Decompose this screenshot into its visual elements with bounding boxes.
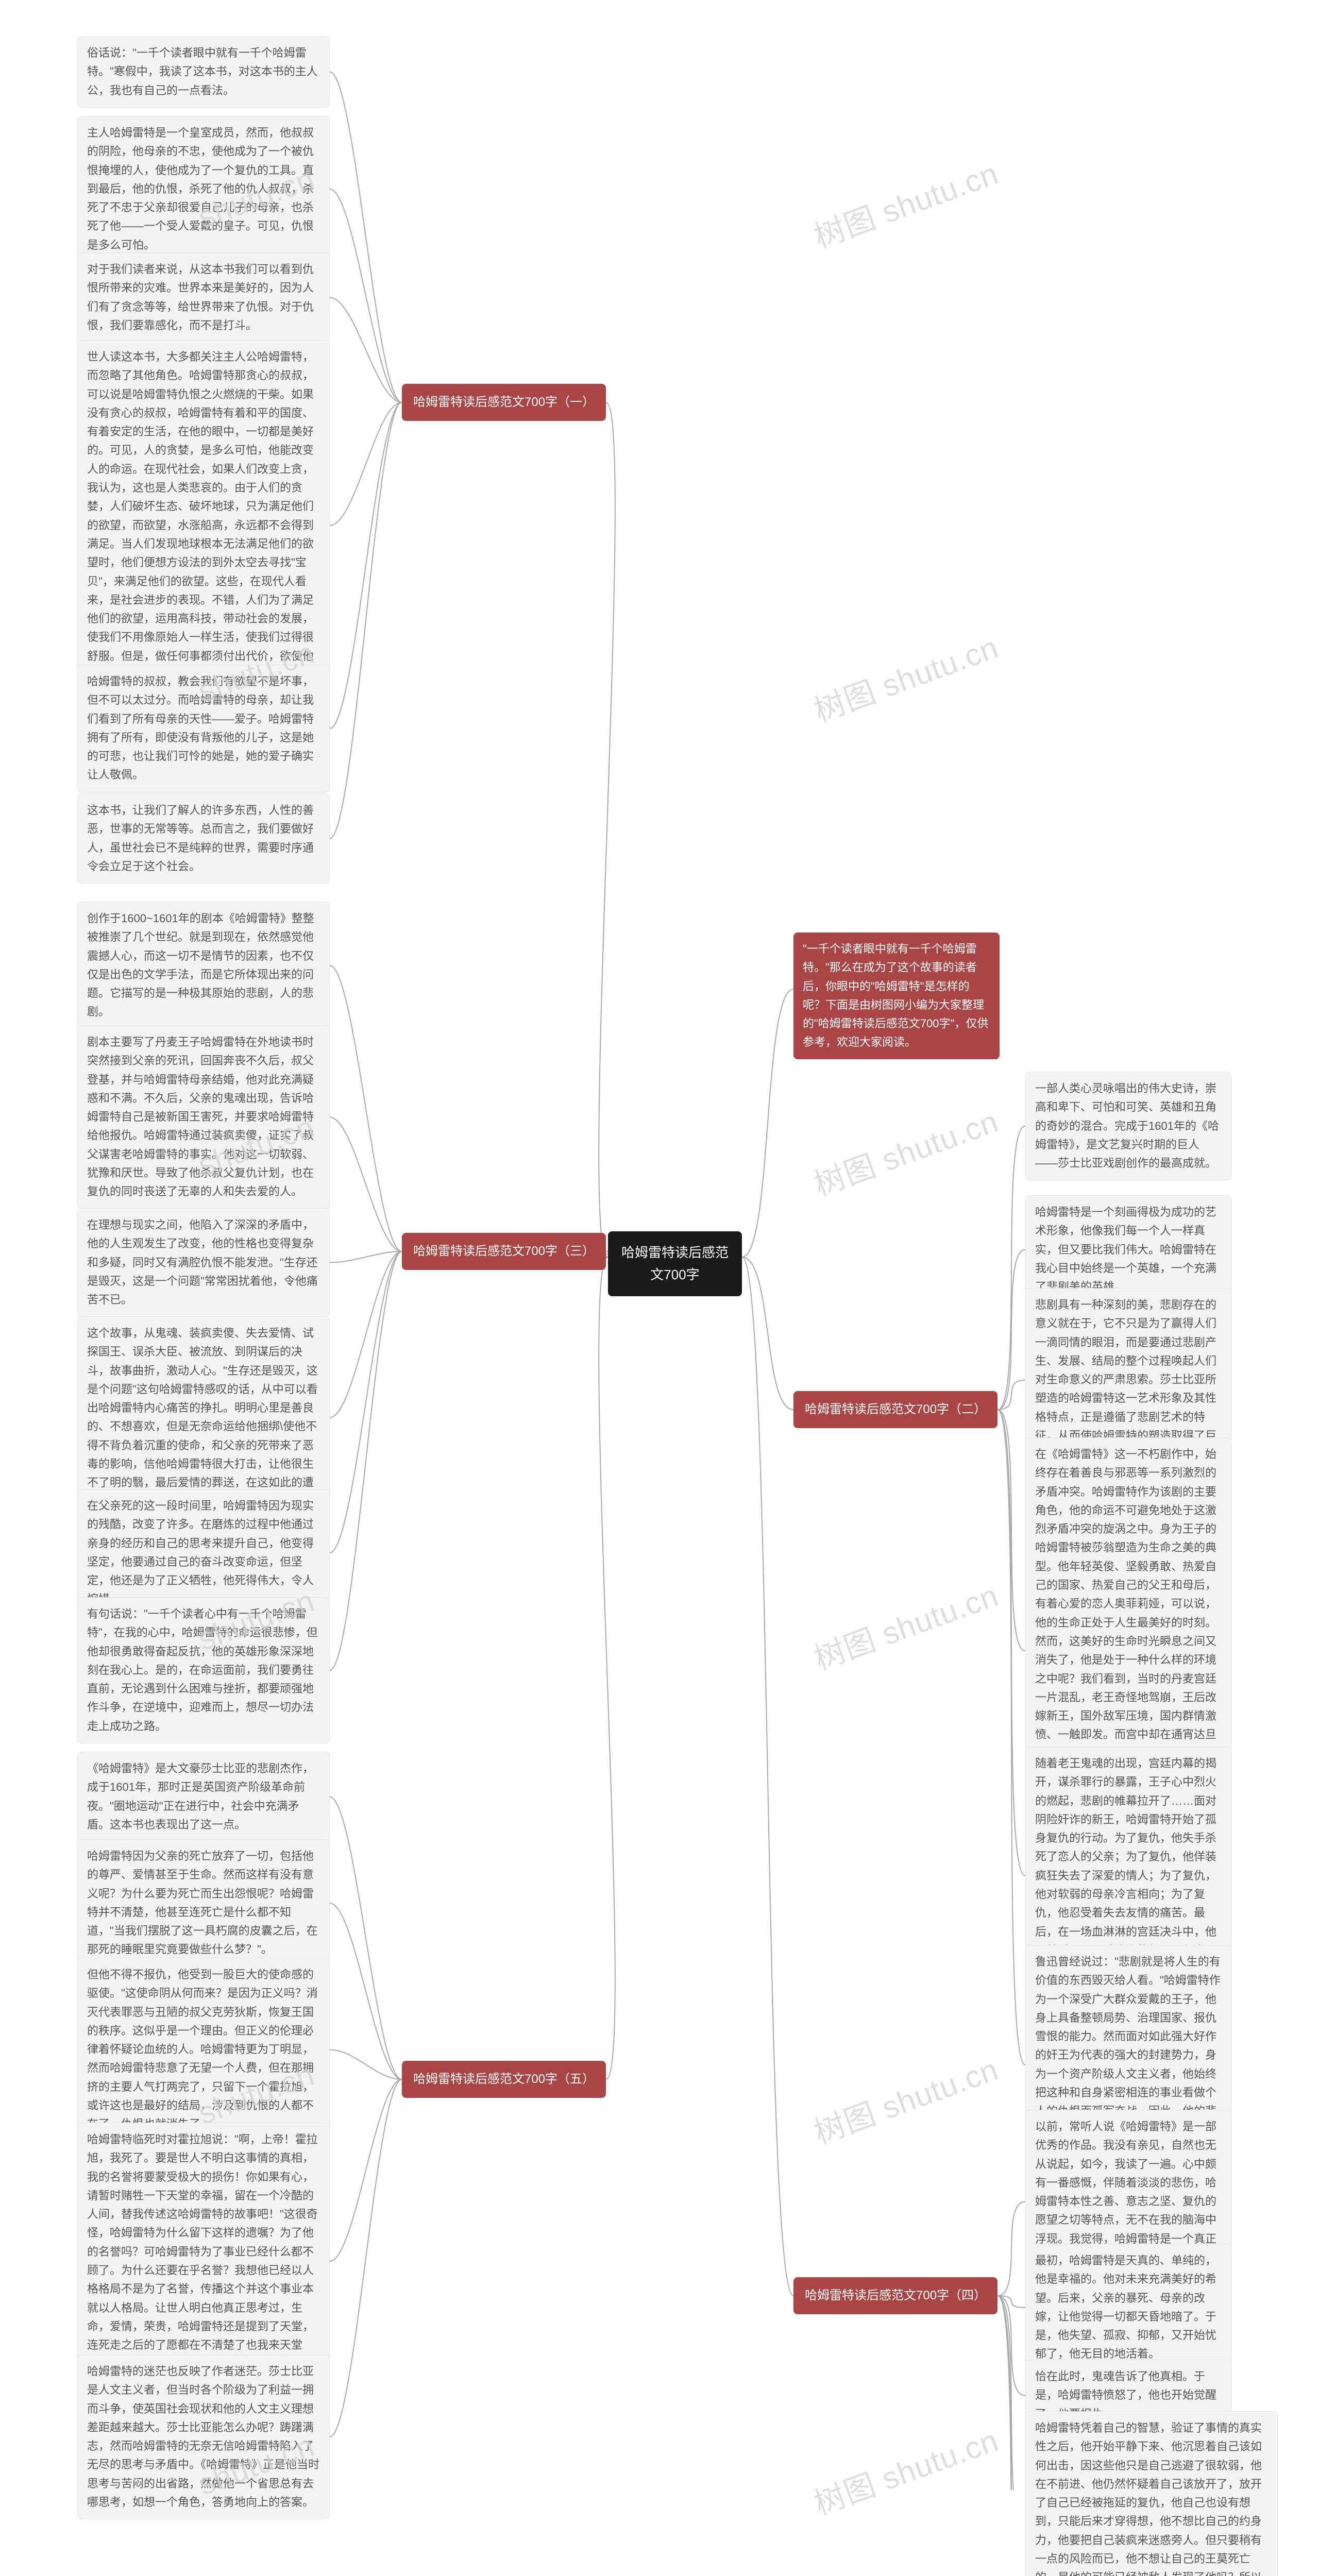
leaf-node: 这本书，让我们了解人的许多东西，人性的善恶，世事的无常等等。总而言之，我们要做好… [77,793,330,884]
leaf-text: 哈姆雷特因为父亲的死亡放弃了一切，包括他的尊严、爱情甚至于生命。然而这样有没有意… [87,1850,318,1956]
leaf-text: 剧本主要写了丹麦王子哈姆雷特在外地读书时突然接到父亲的死讯，回国奔丧不久后，叔父… [87,1036,314,1198]
leaf-text: 哈姆雷特的叔叔，教会我们有欲望不是坏事，但不可以太过分。而哈姆雷特的母亲，却让我… [87,675,314,781]
leaf-node: 对于我们读者来说，从这本书我们可以看到仇恨所带来的灾难。世界本来是美好的，因为人… [77,252,330,343]
leaf-node: 哈姆雷特因为父亲的死亡放弃了一切，包括他的尊严、爱情甚至于生命。然而这样有没有意… [77,1839,330,1967]
section-node: 哈姆雷特读后感范文700字（一） [402,384,606,421]
leaf-text: 俗话说："一千个读者眼中就有一千个哈姆雷特。"寒假中，我读了这本书，对这本书的主… [87,46,318,97]
leaf-text: 哈姆雷特是一个刻画得极为成功的艺术形象，他像我们每一个人一样真实，但又要比我们伟… [1035,1206,1216,1293]
intro-text: "一千个读者眼中就有一千个哈姆雷特。"那么在成为了这个故事的读者后，你眼中的"哈… [803,942,988,1048]
section-node: 哈姆雷特读后感范文700字（四） [793,2277,997,2314]
section-title: 哈姆雷特读后感范文700字（三） [413,1244,595,1258]
leaf-node: 在理想与现实之间，他陷入了深深的矛盾中，他的人生观发生了改变，他的性格也变得复杂… [77,1208,330,1317]
leaf-node: 哈姆雷特的迷茫也反映了作者迷茫。莎士比亚是人文主义者，但当时各个阶级为了利益一拥… [77,2354,330,2519]
leaf-node: 剧本主要写了丹麦王子哈姆雷特在外地读书时突然接到父亲的死讯，回国奔丧不久后，叔父… [77,1025,330,1209]
leaf-text: 创作于1600~1601年的剧本《哈姆雷特》整整被推崇了几个世纪。就是到现在，依… [87,912,314,1018]
section-title: 哈姆雷特读后感范文700字（五） [413,2072,595,2086]
section-title: 哈姆雷特读后感范文700字（四） [805,2289,986,2302]
leaf-node: 创作于1600~1601年的剧本《哈姆雷特》整整被推崇了几个世纪。就是到现在，依… [77,902,330,1029]
leaf-text: 哈姆雷特凭着自己的智慧，验证了事情的真实性之后，他开始平静下来、他沉思着自己该如… [1035,2421,1262,2576]
leaf-node: 哈姆雷特凭着自己的智慧，验证了事情的真实性之后，他开始平静下来、他沉思着自己该如… [1025,2411,1278,2576]
leaf-text: 有句话说："一千个读者心中有一千个哈姆雷特"，在我的心中，哈姆雷特的命运很悲惨，… [87,1607,318,1733]
leaf-text: 最初，哈姆雷特是天真的、单纯的，他是幸福的。他对未来充满美好的希望。后来，父亲的… [1035,2254,1216,2360]
leaf-text: 主人哈姆雷特是一个皇室成员，然而，他叔叔的阴险，他母亲的不忠，使他成为了一个被仇… [87,126,314,251]
leaf-text: 对于我们读者来说，从这本书我们可以看到仇恨所带来的灾难。世界本来是美好的，因为人… [87,263,314,332]
leaf-text: 世人读这本书，大多都关注主人公哈姆雷特，而忽略了其他角色。哈姆雷特那贪心的叔叔，… [87,350,314,700]
intro-node: "一千个读者眼中就有一千个哈姆雷特。"那么在成为了这个故事的读者后，你眼中的"哈… [793,933,1000,1059]
leaf-text: 悲剧具有一种深刻的美，悲剧存在的意义就在于，它不只是为了赢得人们一滴同情的眼泪，… [1035,1298,1216,1461]
section-title: 哈姆雷特读后感范文700字（二） [805,1402,986,1416]
section-node: 哈姆雷特读后感范文700字（二） [793,1391,997,1428]
leaf-text: 哈姆雷特临死时对霍拉旭说："啊，上帝！霍拉旭，我死了。要是世人不明白这事情的真相… [87,2133,318,2389]
leaf-text: 这本书，让我们了解人的许多东西，人性的善恶，世事的无常等等。总而言之，我们要做好… [87,804,314,873]
leaf-node: 一部人类心灵咏唱出的伟大史诗，崇高和卑下、可怕和可笑、英雄和丑角的奇妙的混合。完… [1025,1072,1231,1180]
section-node: 哈姆雷特读后感范文700字（五） [402,2061,606,2098]
leaf-node: 最初，哈姆雷特是天真的、单纯的，他是幸福的。他对未来充满美好的希望。后来，父亲的… [1025,2244,1231,2371]
leaf-text: 在理想与现实之间，他陷入了深深的矛盾中，他的人生观发生了改变，他的性格也变得复杂… [87,1218,318,1306]
section-title: 哈姆雷特读后感范文700字（一） [413,395,595,409]
mindmap-canvas: 哈姆雷特读后感范文700字 "一千个读者眼中就有一千个哈姆雷特。"那么在成为了这… [0,0,1319,2490]
leaf-node: 有句话说："一千个读者心中有一千个哈姆雷特"，在我的心中，哈姆雷特的命运很悲惨，… [77,1597,330,1743]
leaf-text: 这个故事，从鬼魂、装疯卖傻、失去爱情、试探国王、误杀大臣、被流放、到阴谋后的决斗… [87,1327,318,1508]
section-node: 哈姆雷特读后感范文700字（三） [402,1233,606,1270]
leaf-node: 但他不得不报仇，他受到一股巨大的使命感的驱使。"这使命阴从何而来？是因为正义吗？… [77,1958,330,2142]
leaf-text: 在父亲死的这一段时间里，哈姆雷特因为现实的残酷，改变了许多。在磨炼的过程中他通过… [87,1499,314,1605]
leaf-text: 《哈姆雷特》是大文豪莎士比亚的悲剧杰作，成于1601年，那时正是英国资产阶级革命… [87,1762,314,1831]
leaf-node: 世人读这本书，大多都关注主人公哈姆雷特，而忽略了其他角色。哈姆雷特那贪心的叔叔，… [77,340,330,711]
root-label: 哈姆雷特读后感范文700字 [621,1245,729,1282]
leaf-text: 哈姆雷特的迷茫也反映了作者迷茫。莎士比亚是人文主义者，但当时各个阶级为了利益一拥… [87,2365,319,2509]
leaf-text: 一部人类心灵咏唱出的伟大史诗，崇高和卑下、可怕和可笑、英雄和丑角的奇妙的混合。完… [1035,1082,1219,1170]
root-node: 哈姆雷特读后感范文700字 [608,1231,742,1296]
leaf-node: 主人哈姆雷特是一个皇室成员，然而，他叔叔的阴险，他母亲的不忠，使他成为了一个被仇… [77,116,330,262]
leaf-node: 哈姆雷特的叔叔，教会我们有欲望不是坏事，但不可以太过分。而哈姆雷特的母亲，却让我… [77,665,330,792]
leaf-node: 《哈姆雷特》是大文豪莎士比亚的悲剧杰作，成于1601年，那时正是英国资产阶级革命… [77,1752,330,1842]
leaf-text: 但他不得不报仇，他受到一股巨大的使命感的驱使。"这使命阴从何而来？是因为正义吗？… [87,1968,318,2130]
leaf-node: 俗话说："一千个读者眼中就有一千个哈姆雷特。"寒假中，我读了这本书，对这本书的主… [77,36,330,108]
